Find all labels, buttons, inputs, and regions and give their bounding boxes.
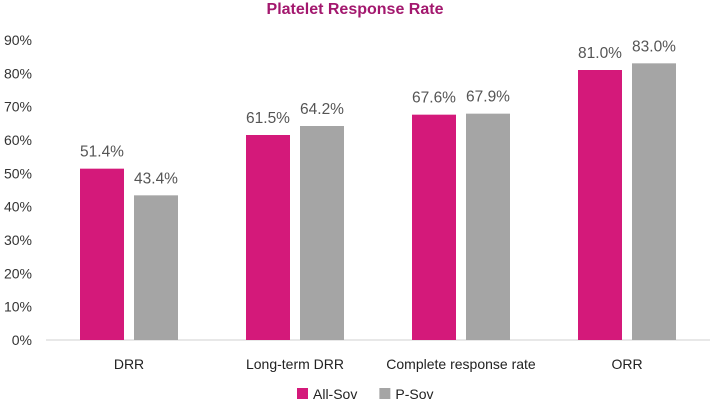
bar-all-sov-1	[80, 168, 124, 340]
bar-all-sov-3	[412, 114, 456, 341]
y-tick-label: 70%	[4, 99, 32, 115]
data-label: 67.6%	[412, 90, 456, 107]
chart-title: Platelet Response Rate	[267, 1, 444, 18]
data-label: 81.0%	[578, 45, 622, 62]
data-label: 61.5%	[246, 110, 290, 127]
bar-p-sov-3	[466, 113, 510, 341]
data-labels: 51.4% 43.4% 61.5% 64.2% 67.6% 67.9% 81.0% 83.0%	[80, 38, 676, 187]
data-label: 43.4%	[134, 170, 178, 187]
legend: All-Sov P-Sov	[297, 386, 433, 402]
bar-p-sov-1	[134, 195, 178, 340]
data-label: 51.4%	[80, 144, 124, 161]
y-tick-label: 90%	[4, 32, 32, 48]
y-tick-label: 80%	[4, 65, 32, 81]
y-tick-label: 60%	[4, 132, 32, 148]
bar-all-sov-2	[246, 135, 290, 340]
data-label: 83.0%	[632, 38, 676, 55]
legend-label: All-Sov	[313, 386, 357, 402]
y-tick-label: 30%	[4, 232, 32, 248]
x-tick-label: ORR	[611, 356, 642, 372]
y-tick-label: 0%	[12, 332, 32, 348]
y-tick-label: 50%	[4, 165, 32, 181]
y-tick-label: 40%	[4, 199, 32, 215]
legend-swatch	[297, 388, 308, 399]
x-axis: DRR Long-term DRR Complete response rate OR…	[114, 356, 643, 372]
y-tick-label: 20%	[4, 265, 32, 281]
data-label: 67.9%	[466, 89, 510, 106]
legend-label: P-Sov	[395, 386, 433, 402]
y-tick-label: 10%	[4, 299, 32, 315]
y-axis: 0% 10% 20% 30% 40% 50% 60% 70% 80% 90%	[4, 32, 32, 348]
bars	[80, 63, 676, 341]
x-tick-label: DRR	[114, 356, 144, 372]
legend-swatch	[379, 388, 391, 399]
data-label: 64.2%	[300, 101, 344, 118]
x-tick-label: Complete response rate	[386, 356, 536, 372]
x-tick-label: Long-term DRR	[246, 356, 344, 372]
bar-p-sov-2	[300, 126, 344, 340]
bar-p-sov-4	[632, 63, 676, 340]
bar-all-sov-4	[578, 70, 622, 340]
